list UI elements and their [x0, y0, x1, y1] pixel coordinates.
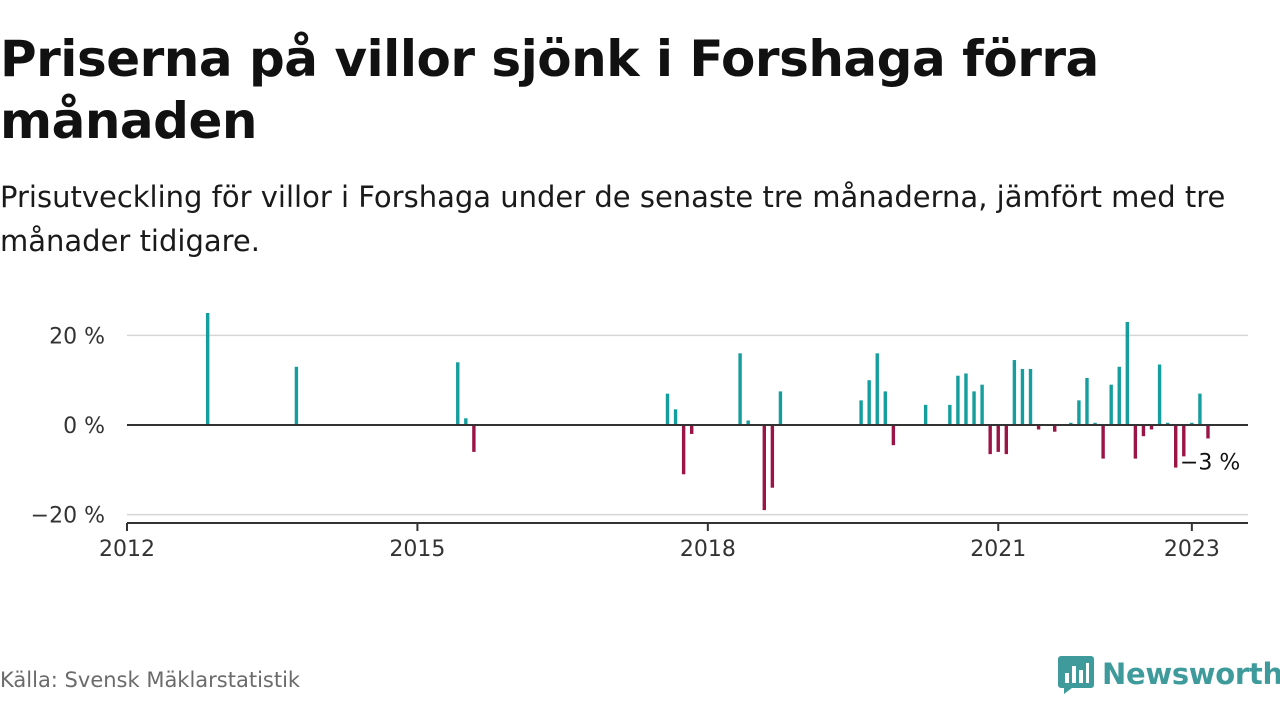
bar [948, 404, 952, 425]
y-tick-label: 0 % [63, 414, 105, 439]
bar [746, 420, 750, 425]
bar [1190, 422, 1194, 425]
bar [1069, 422, 1073, 425]
bar [1053, 425, 1057, 432]
bar [689, 425, 694, 434]
brand-logo[interactable]: Newsworthy [1058, 652, 1280, 696]
bar [770, 425, 775, 488]
bar [964, 373, 968, 425]
bars [205, 313, 1210, 511]
y-tick-label: 20 % [49, 324, 105, 349]
bar [294, 366, 299, 425]
bar [665, 393, 670, 425]
chart-title: Priserna på villor sjönk i Forshaga förr… [0, 30, 1099, 150]
bar [1182, 425, 1186, 457]
bar [1133, 425, 1138, 459]
bar [1012, 360, 1017, 425]
x-tick-label: 2023 [1164, 537, 1220, 562]
bar [956, 375, 960, 425]
x-axis-ticks: 2012 2015 2018 2021 2023 [99, 523, 1220, 562]
bar [972, 391, 976, 425]
bar [1149, 425, 1154, 430]
y-tick-label: −20 % [31, 504, 105, 529]
chart-subtitle: Prisutveckling för villor i Forshaga und… [0, 180, 1226, 258]
bar [673, 409, 678, 425]
source-note: Källa: Svensk Mäklarstatistik [0, 668, 301, 692]
bar [1165, 422, 1170, 425]
bar [762, 425, 766, 511]
bar [1077, 400, 1081, 425]
bar [456, 362, 460, 425]
bar [738, 353, 742, 425]
brand-name: Newsworthy [1102, 657, 1280, 691]
bar [1109, 384, 1113, 425]
bar [883, 391, 888, 425]
bar-chart-logo-icon [1058, 656, 1094, 694]
bar [1157, 364, 1162, 425]
annotation-label: −3 % [1180, 450, 1240, 475]
bar [859, 400, 863, 425]
bar [1174, 425, 1178, 468]
annotation-layer: −3 % [1177, 448, 1242, 478]
bar [996, 425, 1000, 452]
x-tick-label: 2015 [389, 537, 445, 562]
bar [1141, 425, 1146, 437]
bar [923, 404, 928, 425]
bar [891, 425, 896, 446]
bar [1101, 425, 1105, 459]
bar [472, 425, 476, 452]
bar [464, 418, 468, 425]
bar [980, 384, 984, 425]
bar [875, 353, 879, 425]
bar [681, 425, 686, 475]
bar [1198, 393, 1202, 425]
y-axis-labels: 20 % 0 % −20 % [31, 324, 105, 528]
bar [1117, 366, 1121, 425]
bar [1036, 425, 1041, 430]
bar [988, 425, 992, 455]
bar [1206, 425, 1210, 439]
bar [778, 391, 783, 425]
bar [1020, 369, 1025, 425]
x-tick-label: 2012 [99, 537, 155, 562]
bar [1085, 377, 1089, 425]
bar [1004, 425, 1009, 455]
bar [1093, 422, 1097, 425]
x-tick-label: 2021 [970, 537, 1026, 562]
bar [1028, 369, 1033, 425]
x-tick-label: 2018 [680, 537, 736, 562]
bar [1125, 321, 1130, 425]
bar [205, 313, 210, 425]
bar [867, 380, 871, 425]
bar-chart: 20 % 0 % −20 % 2012 2015 2018 2021 2023 −3 % [31, 313, 1248, 562]
grid-lines [127, 334, 1248, 516]
